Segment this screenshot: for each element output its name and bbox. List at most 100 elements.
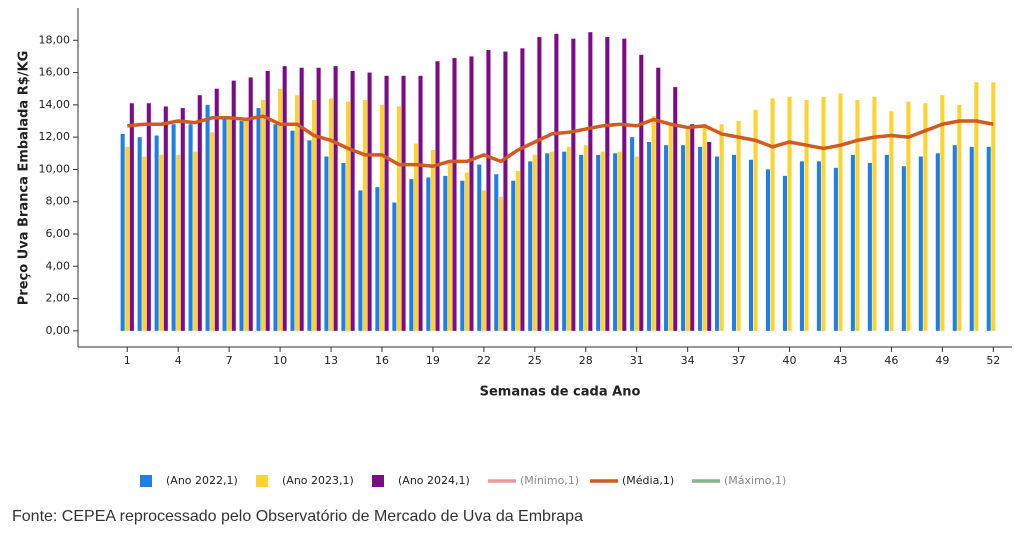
bar (668, 122, 673, 331)
bar (855, 100, 860, 331)
bar (549, 151, 554, 331)
x-tick-label: 1 (124, 354, 131, 367)
bar (673, 87, 678, 331)
x-tick-label: 31 (630, 354, 644, 367)
bar (702, 124, 707, 331)
y-axis-label: Preço Uva Branca Embalada R$/KG (17, 51, 32, 305)
bar (736, 121, 741, 331)
y-tick-label: 18,00 (39, 33, 71, 46)
bar (256, 108, 261, 331)
x-tick-label: 49 (935, 354, 949, 367)
bar (647, 141, 652, 331)
bar (265, 70, 270, 331)
bar (566, 146, 571, 331)
bar (227, 116, 232, 331)
bar (974, 82, 979, 331)
bar (816, 161, 821, 331)
bar (630, 137, 635, 331)
line (127, 114, 994, 168)
bar (494, 174, 499, 331)
bar (413, 143, 418, 331)
y-tick-label: 10,00 (39, 162, 71, 175)
bar (486, 49, 491, 331)
bar (923, 103, 928, 331)
bar (537, 37, 542, 331)
bar (358, 190, 363, 331)
bar (634, 156, 639, 331)
bar (396, 106, 401, 331)
bar (312, 100, 317, 331)
bar (350, 70, 355, 331)
bar (464, 172, 469, 331)
bar (193, 151, 198, 331)
bar (821, 96, 826, 331)
bar (867, 162, 872, 331)
bar (770, 98, 775, 331)
bar (906, 101, 911, 331)
bar (532, 154, 537, 331)
x-axis-label: Semanas de cada Ano (480, 385, 641, 400)
bar (299, 67, 304, 331)
bar (639, 54, 644, 331)
bar (872, 96, 877, 331)
bar (435, 61, 440, 331)
bar (447, 162, 452, 331)
y-tick-label: 16,00 (39, 66, 71, 79)
bar (605, 37, 610, 331)
x-tick-label: 37 (732, 354, 746, 367)
bar (137, 137, 142, 331)
bar (554, 33, 559, 331)
bar (452, 58, 457, 331)
y-tick-label: 6,00 (46, 227, 71, 240)
bar (324, 156, 329, 331)
bar (163, 106, 168, 331)
bar (588, 32, 593, 331)
bar (210, 132, 215, 331)
bar (957, 104, 962, 331)
legend-label: (Média,1) (622, 474, 674, 487)
bar (188, 124, 193, 331)
x-tick-label: 19 (426, 354, 440, 367)
bar (838, 93, 843, 331)
bar (469, 56, 474, 331)
bar (443, 175, 448, 331)
bar (171, 124, 176, 331)
bar (341, 162, 346, 331)
bar (379, 104, 385, 331)
bar (698, 146, 703, 331)
bar (460, 180, 465, 331)
bar (205, 104, 210, 331)
bar (180, 108, 185, 331)
bar (545, 153, 550, 331)
bar (481, 190, 486, 331)
bar (498, 196, 503, 331)
y-tick-label: 2,00 (46, 292, 71, 305)
bar (384, 75, 389, 331)
bar (503, 51, 508, 331)
legend-label: (Ano 2023,1) (282, 474, 354, 487)
x-tick-label: 22 (477, 354, 491, 367)
y-tick-label: 8,00 (46, 195, 71, 208)
bar (146, 103, 151, 331)
bar (418, 75, 423, 331)
bar (244, 121, 249, 331)
x-tick-label: 7 (226, 354, 233, 367)
bar (579, 154, 584, 331)
bar (991, 82, 996, 331)
bar (571, 38, 576, 331)
legend-label: (Máximo,1) (724, 474, 786, 487)
bar (884, 154, 889, 331)
x-tick-label: 43 (833, 354, 847, 367)
source-note: Fonte: CEPEA reprocessado pelo Observató… (12, 508, 583, 525)
y-tick-label: 12,00 (39, 130, 71, 143)
bar (307, 140, 312, 331)
bar (664, 145, 669, 331)
legend-swatch (256, 475, 268, 487)
chart: Preço Uva Branca Embalada R$/KG Semanas … (17, 8, 1012, 487)
bar (681, 145, 686, 331)
bar (850, 154, 855, 331)
bar (613, 153, 618, 331)
x-tick-label: 13 (324, 354, 338, 367)
bar (367, 72, 372, 331)
bar (520, 48, 525, 331)
